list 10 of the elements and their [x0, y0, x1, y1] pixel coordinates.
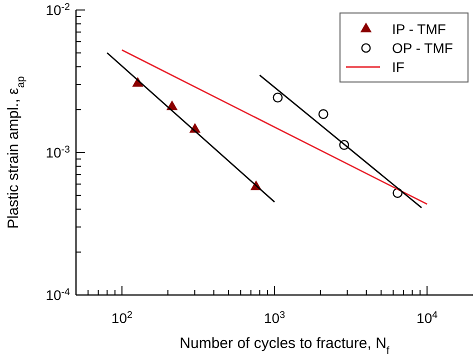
y-tick-label: 10$^{-3}$ [46, 144, 71, 160]
legend-label: IP - TMF [392, 21, 446, 37]
legend-label: OP - TMF [392, 40, 453, 56]
x-tick-label: 10$^{2}$ [111, 310, 132, 326]
x-tick-label: 10$^{3}$ [264, 310, 286, 326]
y-tick-label: 10$^{-4}$ [46, 286, 71, 303]
y-tick-label: 10$^{-2}$ [46, 2, 70, 18]
legend-label: IF [392, 59, 404, 75]
x-tick-label: 10$^{4}$ [416, 310, 438, 326]
x-axis-title: Number of cycles to fracture, N$_{f}$ [180, 335, 390, 357]
